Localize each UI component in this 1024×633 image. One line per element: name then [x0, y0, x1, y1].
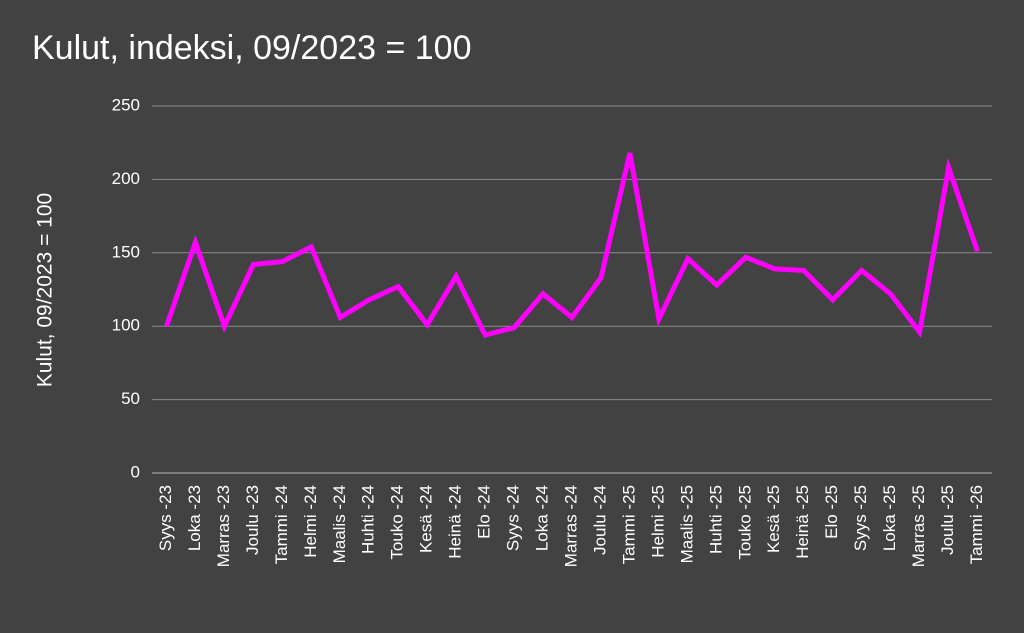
x-tick-label: Syys -25 — [851, 485, 870, 551]
y-tick-label: 50 — [121, 389, 140, 408]
x-tick-label: Elo -24 — [475, 485, 494, 539]
y-axis-label: Kulut, 09/2023 = 100 — [34, 193, 57, 387]
x-tick-label: Touko -25 — [735, 485, 754, 560]
x-tick-label: Maalis -24 — [330, 485, 349, 563]
y-tick-label: 0 — [131, 462, 140, 481]
x-tick-label: Joulu -25 — [938, 485, 957, 555]
y-tick-label: 150 — [112, 242, 140, 261]
x-tick-label: Heinä -25 — [793, 485, 812, 559]
x-tick-label: Marras -25 — [909, 485, 928, 567]
x-tick-label: Helmi -24 — [301, 485, 320, 558]
x-tick-label: Kesä -25 — [764, 485, 783, 553]
x-tick-label: Marras -23 — [214, 485, 233, 567]
x-tick-label: Marras -24 — [561, 485, 580, 567]
x-tick-label: Heinä -24 — [446, 485, 465, 559]
x-tick-label: Joulu -24 — [590, 485, 609, 555]
y-tick-label: 200 — [112, 169, 140, 188]
x-tick-label: Touko -24 — [388, 485, 407, 560]
chart-title: Kulut, indeksi, 09/2023 = 100 — [32, 29, 472, 67]
data-line — [164, 152, 980, 339]
x-tick-label: Syys -23 — [156, 485, 175, 551]
y-tick-label: 250 — [112, 95, 140, 114]
x-tick-label: Joulu -23 — [243, 485, 262, 555]
x-tick-label: Loka -25 — [880, 485, 899, 551]
x-tick-label: Helmi -25 — [648, 485, 667, 558]
x-tick-label: Maalis -25 — [677, 485, 696, 563]
x-tick-label: Elo -25 — [822, 485, 841, 539]
x-tick-label: Huhti -25 — [706, 485, 725, 554]
x-tick-label: Tammi -24 — [272, 485, 291, 564]
x-tick-label: Syys -24 — [504, 485, 523, 551]
x-tick-label: Kesä -24 — [417, 485, 436, 553]
y-tick-label: 100 — [112, 316, 140, 335]
x-tick-label: Loka -24 — [533, 485, 552, 551]
x-tick-label: Tammi -26 — [967, 485, 986, 564]
x-tick-label: Tammi -25 — [619, 485, 638, 564]
x-tick-label: Loka -23 — [185, 485, 204, 551]
x-tick-label: Huhti -24 — [359, 485, 378, 554]
